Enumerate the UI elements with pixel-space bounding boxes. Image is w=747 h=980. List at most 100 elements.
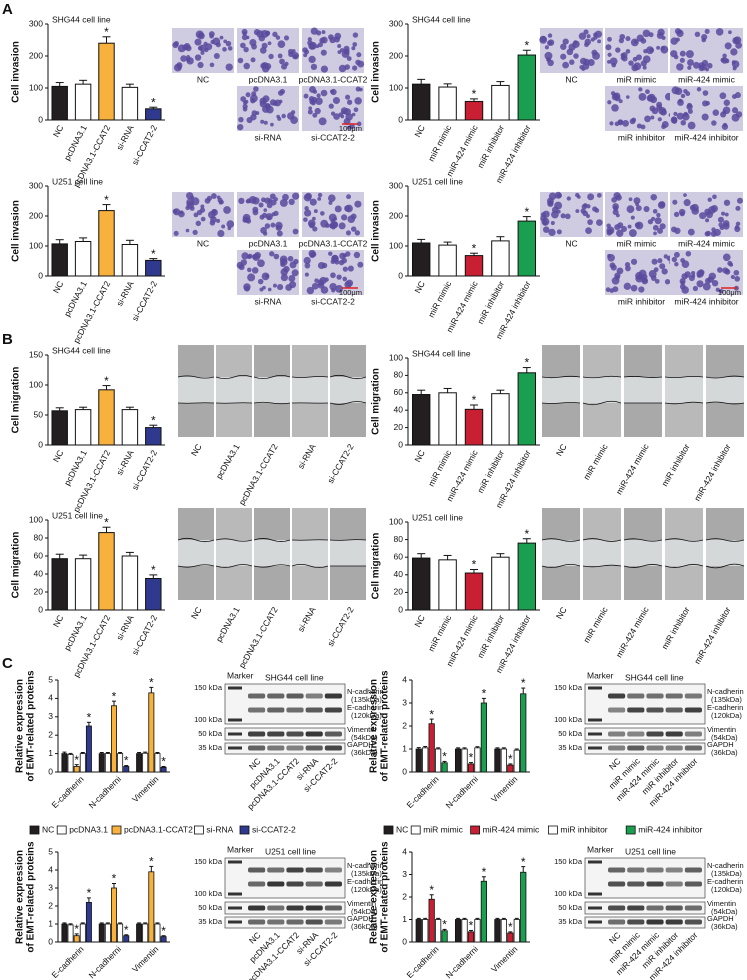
cell xyxy=(186,57,194,65)
cell xyxy=(587,193,595,201)
bar xyxy=(121,244,139,277)
cell xyxy=(657,228,663,234)
cell xyxy=(722,222,730,230)
significance: * xyxy=(124,754,129,768)
cell xyxy=(321,30,326,35)
cell xyxy=(579,65,584,70)
cell xyxy=(679,211,685,217)
cell xyxy=(607,36,612,42)
y-axis-label: Cell migration xyxy=(371,533,382,600)
cell xyxy=(550,220,555,226)
kda-label: 150 kDa xyxy=(554,683,583,692)
cell xyxy=(357,261,364,268)
cell xyxy=(683,88,688,94)
y-tick-label: 60 xyxy=(34,550,44,560)
significance: * xyxy=(508,752,513,766)
cell xyxy=(333,36,340,43)
cell xyxy=(636,123,642,129)
cell xyxy=(578,32,587,40)
protein-label: (54kDa) xyxy=(711,733,738,742)
y-tick-label: 3 xyxy=(402,869,407,879)
blot-band xyxy=(608,707,626,713)
cell xyxy=(269,193,276,200)
wound-edge xyxy=(177,564,215,568)
cell xyxy=(338,112,343,117)
bar xyxy=(513,749,520,773)
cell xyxy=(671,256,678,263)
bar xyxy=(467,763,475,773)
bar xyxy=(121,86,139,121)
cell xyxy=(328,200,333,205)
protein-label: Vimentin xyxy=(347,725,376,734)
cell xyxy=(313,209,318,214)
wound-edge xyxy=(705,563,745,569)
y-tick-label: 100 xyxy=(29,514,43,524)
blot-band xyxy=(324,731,342,737)
cell xyxy=(356,52,362,58)
cell xyxy=(596,219,603,226)
cell xyxy=(707,276,714,283)
y-tick-label: 300 xyxy=(29,180,43,190)
cell xyxy=(328,103,334,109)
cell xyxy=(252,209,259,216)
marker-band xyxy=(588,906,602,910)
blot-band xyxy=(684,905,702,911)
y-axis-label: Relative expression xyxy=(15,679,26,773)
cell xyxy=(319,37,326,44)
y-tick-label: 3 xyxy=(48,711,53,721)
bar xyxy=(461,919,468,943)
y-tick-label: 60 xyxy=(394,387,404,397)
wound-gap xyxy=(292,377,328,403)
cell xyxy=(213,52,220,59)
blot-frame xyxy=(224,742,346,755)
image-label: si-CCAT2-2 xyxy=(311,296,355,306)
blot-band xyxy=(665,905,683,911)
cell xyxy=(645,89,650,95)
blot-band xyxy=(267,905,285,911)
cell xyxy=(268,53,274,60)
image-label: miR mimic xyxy=(581,604,610,644)
cell xyxy=(651,258,658,265)
bar xyxy=(435,748,442,773)
cell xyxy=(343,48,350,55)
bar xyxy=(513,919,520,943)
cell xyxy=(328,251,333,256)
cell xyxy=(656,45,661,50)
image-label: miR-424 inhibitor xyxy=(674,132,738,142)
image-label: miR inhibitor xyxy=(659,442,691,488)
y-tick-label: 0 xyxy=(398,270,403,280)
protein-label: Vimentin xyxy=(707,899,736,908)
marker-band xyxy=(228,686,242,690)
cell xyxy=(556,229,562,235)
cell xyxy=(640,38,647,44)
y-tick-label: 20 xyxy=(394,422,404,432)
cell xyxy=(701,33,708,41)
cell xyxy=(287,255,294,262)
cell xyxy=(724,268,731,275)
kda-label: 100 kDa xyxy=(194,715,223,724)
x-tick-label: Vimentin xyxy=(489,774,520,805)
cell xyxy=(279,88,286,95)
cell xyxy=(622,119,629,127)
cell xyxy=(734,225,739,230)
cell xyxy=(691,273,696,278)
bar xyxy=(491,393,510,446)
marker-band xyxy=(588,718,602,722)
cell xyxy=(312,112,318,118)
significance: * xyxy=(429,707,434,721)
cell xyxy=(272,31,278,38)
image-label: NC xyxy=(554,442,569,458)
cell xyxy=(612,286,619,293)
image-label: pcDNA3.1 xyxy=(214,605,242,644)
cell xyxy=(288,51,294,58)
cell xyxy=(340,48,345,53)
cell xyxy=(628,60,634,66)
cell xyxy=(307,109,313,115)
blot-band xyxy=(665,919,683,925)
cell xyxy=(243,216,250,223)
y-axis-label: Cell migration xyxy=(11,532,22,599)
blot-band xyxy=(248,881,266,887)
marker-band xyxy=(588,892,602,896)
blot-band xyxy=(608,693,626,699)
blot-frame xyxy=(224,916,346,929)
